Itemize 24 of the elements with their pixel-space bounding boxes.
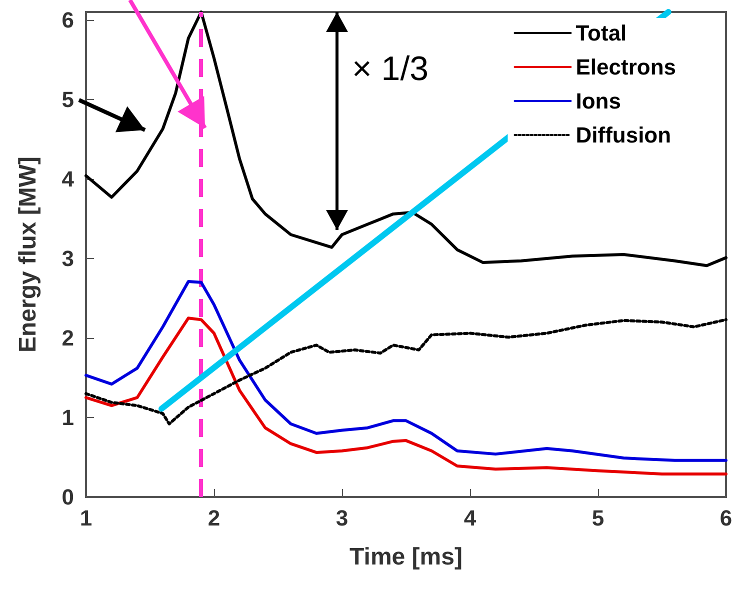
y-tick-label: 4 (62, 166, 75, 192)
y-tick-label: 6 (62, 7, 74, 32)
line-series (84, 318, 728, 426)
y-tick-label: 5 (62, 86, 74, 112)
x-axis-title: Time [ms] (350, 544, 462, 570)
line-series (84, 316, 728, 476)
x-tick-label: 1 (80, 506, 92, 530)
legend-label: Total (576, 20, 627, 46)
legend-label: Electrons (576, 54, 676, 80)
line-series (84, 280, 728, 462)
y-tick-label: 2 (62, 325, 74, 350)
line-series (84, 10, 728, 268)
x-tick-label: 3 (336, 506, 348, 530)
legend-label: Diffusion (576, 122, 672, 148)
y-tick-label: 3 (62, 246, 74, 271)
x-tick-label: 5 (592, 506, 604, 530)
annotation: × 1/3 (352, 50, 429, 88)
y-axis-title: Energy flux [MW] (14, 156, 42, 352)
legend-label: Ions (576, 88, 621, 114)
x-tick-label: 6 (720, 506, 732, 530)
x-tick-label: 2 (208, 506, 220, 530)
y-tick-label: 0 (62, 484, 74, 510)
x-tick-label: 4 (464, 506, 477, 530)
y-tick-label: 1 (62, 404, 74, 430)
